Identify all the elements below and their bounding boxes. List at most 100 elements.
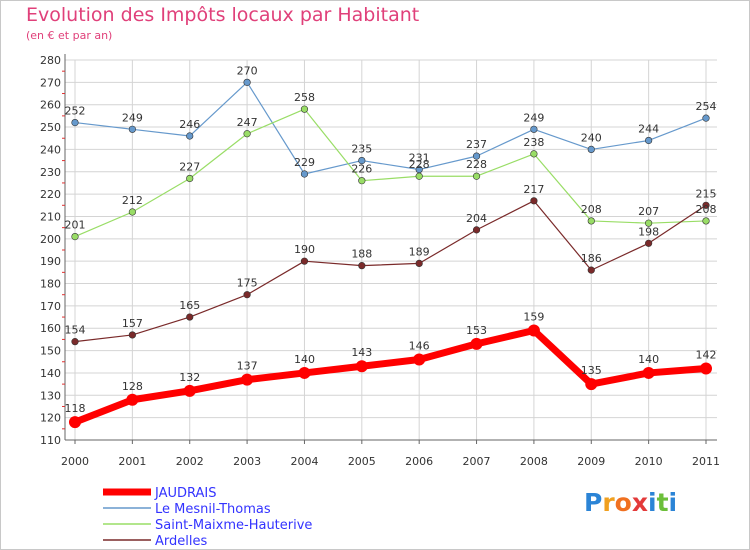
data-point xyxy=(128,331,136,339)
data-point xyxy=(702,217,710,225)
series-line xyxy=(73,326,707,426)
data-label: 228 xyxy=(409,158,430,171)
x-tick-label: 2003 xyxy=(233,455,261,468)
data-label: 132 xyxy=(179,371,200,384)
data-label: 159 xyxy=(523,310,544,323)
y-tick-label: 120 xyxy=(40,412,61,425)
data-label: 204 xyxy=(466,212,487,225)
data-point xyxy=(69,416,81,429)
logo-letter: i xyxy=(668,488,678,517)
data-label: 258 xyxy=(294,91,315,104)
y-tick-label: 210 xyxy=(40,210,61,223)
logo-letter: o xyxy=(614,488,632,517)
data-label: 140 xyxy=(294,353,315,366)
data-label: 238 xyxy=(523,136,544,149)
x-tick-label: 2002 xyxy=(176,455,204,468)
data-label: 142 xyxy=(696,348,717,361)
data-point xyxy=(645,219,653,227)
legend-label: Le Mesnil-Thomas xyxy=(155,502,271,517)
data-label: 143 xyxy=(351,346,372,359)
data-label: 217 xyxy=(523,183,544,196)
data-point xyxy=(530,125,538,133)
data-label: 140 xyxy=(638,353,659,366)
data-label: 229 xyxy=(294,156,315,169)
data-point xyxy=(585,378,598,391)
y-tick-label: 240 xyxy=(40,143,61,156)
data-label: 189 xyxy=(409,245,430,258)
y-tick-label: 140 xyxy=(40,367,61,380)
x-tick-label: 2000 xyxy=(61,455,89,468)
y-tick-label: 110 xyxy=(40,434,61,447)
data-point xyxy=(472,172,481,180)
data-point xyxy=(700,362,712,375)
data-label: 118 xyxy=(65,402,86,415)
data-label: 249 xyxy=(523,111,544,124)
data-point xyxy=(358,156,366,165)
data-point xyxy=(298,366,311,379)
series-line xyxy=(74,108,707,238)
data-point xyxy=(71,118,79,127)
data-point xyxy=(645,136,653,145)
data-label: 190 xyxy=(294,243,315,256)
data-labels: 118 128 132 137 140 143 146 153 159 135 140 142 252 2… xyxy=(65,64,717,415)
series-jaudrais xyxy=(69,324,712,429)
data-point xyxy=(530,150,538,158)
data-label: 254 xyxy=(696,100,717,113)
data-point xyxy=(587,217,595,225)
data-point xyxy=(243,291,251,299)
data-label: 252 xyxy=(65,105,86,118)
data-label: 154 xyxy=(65,324,86,337)
data-label: 153 xyxy=(466,324,487,337)
data-label: 246 xyxy=(179,118,200,131)
logo-letter: r xyxy=(602,488,615,517)
data-label: 165 xyxy=(179,299,200,312)
data-point xyxy=(642,366,655,379)
data-label: 270 xyxy=(237,64,258,77)
data-point xyxy=(358,177,366,185)
x-tick-label: 2001 xyxy=(118,455,146,468)
data-label: 228 xyxy=(466,158,487,171)
x-tick-label: 2009 xyxy=(577,455,605,468)
data-label: 215 xyxy=(696,187,717,200)
chart-subtitle: (en € et par an) xyxy=(26,29,113,42)
data-label: 212 xyxy=(122,194,143,207)
data-point xyxy=(243,130,251,138)
data-point xyxy=(71,232,79,241)
series-group xyxy=(69,78,712,429)
data-label: 201 xyxy=(65,219,86,232)
data-point xyxy=(186,174,194,183)
logo-letter: i xyxy=(648,488,657,517)
data-point xyxy=(530,197,538,205)
logo-letter: P xyxy=(584,488,603,517)
x-tick-label: 2011 xyxy=(692,455,720,468)
series-line xyxy=(74,81,707,175)
y-tick-label: 190 xyxy=(40,255,61,268)
legend-label: Saint-Maixme-Hauterive xyxy=(155,518,312,533)
y-tick-label: 250 xyxy=(40,121,61,134)
series-line xyxy=(74,200,707,343)
data-point xyxy=(645,239,653,247)
data-label: 231 xyxy=(409,152,430,165)
data-label: 247 xyxy=(237,116,258,129)
data-point xyxy=(702,114,710,122)
legend-label: Ardelles xyxy=(155,534,207,549)
data-point xyxy=(415,172,423,180)
y-tick-label: 230 xyxy=(40,166,61,179)
proxiti-logo: Proxiti xyxy=(584,488,677,517)
data-label: 235 xyxy=(351,143,372,156)
data-label: 240 xyxy=(581,131,602,144)
y-tick-label: 150 xyxy=(40,345,61,358)
axes: 110 120 130 140 150 160 170 180 190 200 210 220 230 2… xyxy=(40,54,720,468)
y-tick-label: 220 xyxy=(40,188,61,201)
x-tick-label: 2008 xyxy=(520,455,548,468)
data-label: 146 xyxy=(409,340,430,353)
data-label: 157 xyxy=(122,317,143,330)
data-label: 208 xyxy=(581,203,602,216)
data-point xyxy=(128,125,136,133)
series-saint-maixme-hauterive xyxy=(71,105,710,241)
data-label: 175 xyxy=(237,277,258,290)
data-point xyxy=(415,259,423,268)
